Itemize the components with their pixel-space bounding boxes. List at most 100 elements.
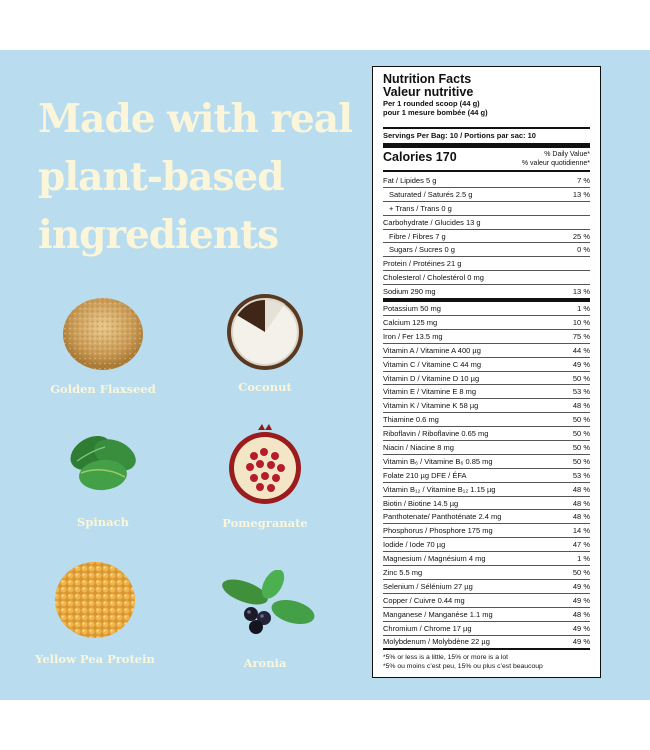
nutrient-row: Carbohydrate / Glucides 13 g <box>383 214 590 229</box>
nutrient-name: Zinc 5.5 mg <box>383 567 423 577</box>
nutrient-row: Niacin / Niacine 8 mg 50 % <box>383 440 590 454</box>
nutrient-percent: 49 % <box>572 581 590 591</box>
headline-line-1: Made with real <box>38 96 353 142</box>
headline-line-3: ingredients <box>38 212 279 258</box>
nutrient-row: Saturated / Saturés 2.5 g 13 % <box>383 186 590 201</box>
nutrient-percent: 49 % <box>572 623 590 633</box>
nutrient-percent: 7 % <box>577 175 590 185</box>
daily-value-fr: % valeur quotidienne* <box>521 160 590 167</box>
nutrient-row: Riboflavin / Riboflavine 0.65 mg 50 % <box>383 426 590 440</box>
nutrient-percent: 25 % <box>572 231 590 241</box>
nutrient-row: Thiamine 0.6 mg 50 % <box>383 412 590 426</box>
nutrient-name: Vitamin A / Vitamine A 400 µg <box>383 345 481 355</box>
nutrient-row: Fibre / Fibres 7 g 25 % <box>383 228 590 243</box>
ingredient-label: Aronia <box>243 656 287 670</box>
nutrient-row: Copper / Cuivre 0.44 mg 49 % <box>383 592 590 607</box>
nutrient-name: Vitamin B₆ / Vitamine B₆ 0.85 mg <box>383 456 493 466</box>
ingredient-spinach: Spinach <box>28 425 178 529</box>
nutrient-percent: 48 % <box>572 498 590 508</box>
nutrient-row: Sugars / Sucres 0 g 0 % <box>383 242 590 256</box>
nutrient-name: Chromium / Chrome 17 µg <box>383 623 472 633</box>
nutrient-percent: 14 % <box>572 526 590 536</box>
nutrient-percent: 50 % <box>572 373 590 383</box>
nutrient-name: Vitamin B₁₂ / Vitamine B₁₂ 1.15 µg <box>383 484 496 494</box>
headline-line-2: plant-based <box>38 154 285 200</box>
nutrient-row: Protein / Protéines 21 g <box>383 256 590 270</box>
nutrient-percent: 53 % <box>572 387 590 397</box>
nutrient-row: Folate 210 µg DFE / ÉFA 53 % <box>383 467 590 482</box>
nutrient-name: Panthotenate/ Panthoténate 2.4 mg <box>383 512 502 522</box>
nutrient-percent: 44 % <box>572 345 590 355</box>
nutrient-row: Zinc 5.5 mg 50 % <box>383 565 590 579</box>
nutrient-name: Manganese / Manganèse 1.1 mg <box>383 609 493 619</box>
ingredient-label: Golden Flaxseed <box>50 382 156 396</box>
nutrient-percent: 1 % <box>577 304 590 314</box>
nutrient-percent: 50 % <box>572 442 590 452</box>
headline: Made with real plant-based ingredients <box>38 90 368 264</box>
ingredient-aronia: Aronia <box>190 569 340 670</box>
nutrient-name: Phosphorus / Phosphore 175 mg <box>383 526 493 536</box>
footnote-en: *5% or less is a little, 15% or more is … <box>383 654 509 662</box>
daily-value-en: % Daily Value* <box>544 151 590 158</box>
background-panel: Made with real plant-based ingredients <box>0 50 650 700</box>
coconut-icon <box>225 292 305 372</box>
pomegranate-icon <box>224 422 306 506</box>
nutrient-name: + Trans / Trans 0 g <box>389 203 452 213</box>
nutrient-percent: 50 % <box>572 415 590 425</box>
nutrient-percent: 50 % <box>572 429 590 439</box>
nutrient-percent: 48 % <box>572 401 590 411</box>
nutrient-percent: 47 % <box>572 540 590 550</box>
nutrient-row: Vitamin K / Vitamine K 58 µg 48 % <box>383 398 590 412</box>
nutrient-row: Fat / Lipides 5 g 7 % <box>383 174 590 187</box>
serving-size-en: Per 1 rounded scoop (44 g) <box>383 99 480 108</box>
nutrient-row: Molybdenum / Molybdène 22 µg 49 % <box>383 634 590 649</box>
nutrient-name: Folate 210 µg DFE / ÉFA <box>383 470 467 480</box>
nutrient-row: Selenium / Sélénium 27 µg 49 % <box>383 578 590 593</box>
nutrient-row: Chromium / Chrome 17 µg 49 % <box>383 620 590 635</box>
nutrient-name: Vitamin D / Vitamine D 10 µg <box>383 373 480 383</box>
nutrient-row: Phosphorus / Phosphore 175 mg 14 % <box>383 523 590 537</box>
nutrient-name: Sugars / Sucres 0 g <box>389 245 455 255</box>
nutrient-row: Vitamin D / Vitamine D 10 µg 50 % <box>383 370 590 385</box>
nutrient-row: Panthotenate/ Panthoténate 2.4 mg 48 % <box>383 509 590 523</box>
ingredient-pomegranate: Pomegranate <box>190 422 340 530</box>
nutrient-name: Vitamin C / Vitamine C 44 mg <box>383 359 482 369</box>
divider <box>383 648 590 651</box>
nutrient-name: Riboflavin / Riboflavine 0.65 mg <box>383 429 489 439</box>
footnote: *5% or less is a little, 15% or more is … <box>383 654 590 671</box>
nutrient-name: Thiamine 0.6 mg <box>383 415 439 425</box>
nutrient-row: Calcium 125 mg 10 % <box>383 315 590 329</box>
nutrient-row: Vitamin A / Vitamine A 400 µg 44 % <box>383 342 590 357</box>
nutrient-name: Fibre / Fibres 7 g <box>389 231 446 241</box>
nutrient-name: Protein / Protéines 21 g <box>383 259 462 269</box>
nutrient-name: Carbohydrate / Glucides 13 g <box>383 217 481 227</box>
nutrient-percent: 53 % <box>572 470 590 480</box>
nutrient-row: Sodium 290 mg 13 % <box>383 284 590 298</box>
nutrient-row: Magnesium / Magnésium 4 mg 1 % <box>383 551 590 565</box>
nutrient-row: Iron / Fer 13.5 mg 75 % <box>383 328 590 343</box>
nutrient-row: Cholesterol / Cholestérol 0 mg <box>383 270 590 284</box>
divider <box>383 143 590 148</box>
footnote-fr: *5% ou moins c’est peu, 15% ou plus c’es… <box>383 662 543 670</box>
nutrient-name: Biotin / Biotine 14.5 µg <box>383 498 459 508</box>
nutrient-name: Copper / Cuivre 0.44 mg <box>383 595 465 605</box>
ingredient-label: Yellow Pea Protein <box>35 652 155 666</box>
nutrient-name: Cholesterol / Cholestérol 0 mg <box>383 273 484 283</box>
ingredient-label: Pomegranate <box>222 516 308 530</box>
nutrient-row: + Trans / Trans 0 g <box>383 200 590 215</box>
nutrient-percent: 49 % <box>572 359 590 369</box>
nutrient-percent: 48 % <box>572 484 590 494</box>
nutrient-name: Saturated / Saturés 2.5 g <box>389 189 473 199</box>
nutrient-name: Iodide / Iode 70 µg <box>383 540 446 550</box>
nutrient-name: Sodium 290 mg <box>383 287 436 297</box>
nutrient-row: Vitamin C / Vitamine C 44 mg 49 % <box>383 356 590 371</box>
nutrient-percent: 10 % <box>572 317 590 327</box>
nutrient-row: Potassium 50 mg 1 % <box>383 298 590 315</box>
nutrient-percent: 1 % <box>577 554 590 564</box>
nutrient-name: Fat / Lipides 5 g <box>383 175 437 185</box>
nutrient-name: Iron / Fer 13.5 mg <box>383 331 443 341</box>
nutrient-name: Niacin / Niacine 8 mg <box>383 442 454 452</box>
ingredient-coconut: Coconut <box>190 292 340 394</box>
daily-value-header: % Daily Value* % valeur quotidienne* <box>522 150 590 168</box>
nutrient-percent: 50 % <box>572 567 590 577</box>
